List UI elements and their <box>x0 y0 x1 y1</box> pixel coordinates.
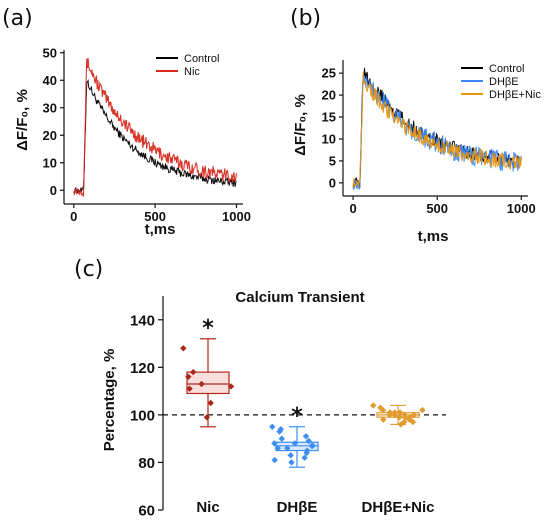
legend-label: DHβE <box>489 76 519 88</box>
data-point-dh-e <box>287 452 294 459</box>
y-tick-label: 40 <box>43 73 57 88</box>
data-point-dh-e <box>288 459 295 466</box>
data-point-dh-e <box>302 433 310 440</box>
data-point-dh-e-nic <box>391 411 399 419</box>
x-tick-label: 500 <box>426 201 448 216</box>
chart-b: 0 5 10 15 20 25 0 500 1000 t,ms ΔF/F₀, % Control… <box>292 60 541 245</box>
chart-a-ylabel: ΔF/F₀, % <box>14 89 31 151</box>
series-line-dh-e-nic <box>352 72 522 189</box>
data-point-dh-e-nic <box>380 416 387 423</box>
data-point-nic <box>186 385 193 392</box>
chart-b-plot-area <box>352 67 522 191</box>
y-tick-label: 20 <box>43 128 57 143</box>
data-point-nic <box>190 368 197 376</box>
y-tick-label: 0 <box>329 175 336 190</box>
data-point-dh-e <box>278 435 285 442</box>
y-tick-label: 0 <box>50 183 57 198</box>
x-tick-label: 1000 <box>507 201 536 216</box>
data-point-dh-e <box>303 449 310 457</box>
category-label-nic: Nic <box>196 499 219 516</box>
category-label-dh-e-nic: DHβE+Nic <box>362 499 435 516</box>
chart-b-axes: 0 5 10 15 20 25 0 500 1000 <box>322 60 536 216</box>
y-tick-label: 60 <box>138 503 155 520</box>
series-line-nic <box>73 58 238 197</box>
x-tick-label: 0 <box>70 209 77 224</box>
chart-b-ylabel: ΔF/F₀, % <box>292 94 309 156</box>
y-tick-label: 100 <box>130 407 155 424</box>
legend-label: Control <box>489 63 524 75</box>
category-label-dh-e: DHβE <box>277 499 318 516</box>
data-point-dh-e-nic <box>409 418 417 426</box>
data-point-dh-e <box>308 442 315 449</box>
series-line-control <box>73 79 237 194</box>
data-point-dh-e-nic <box>397 421 404 428</box>
chart-c-title: Calcium Transient <box>235 289 364 306</box>
panel-c-letter: (c) <box>74 257 103 282</box>
data-point-dh-e <box>269 423 276 430</box>
data-point-dh-e-nic <box>370 402 377 409</box>
data-point-dh-e <box>271 440 278 447</box>
data-point-dh-e-nic <box>419 406 426 414</box>
data-point-nic <box>227 383 235 390</box>
y-tick-label: 120 <box>130 360 155 377</box>
y-tick-label: 30 <box>43 100 57 115</box>
data-point-dh-e-nic <box>396 414 403 421</box>
data-point-nic <box>180 345 187 352</box>
significance-star-nic: * <box>202 316 214 341</box>
y-tick-label: 10 <box>43 155 57 170</box>
data-point-nic <box>207 399 214 407</box>
chart-b-xlabel: t,ms <box>418 228 449 245</box>
y-tick-label: 5 <box>329 153 336 168</box>
box-nic <box>186 371 230 395</box>
y-tick-label: 15 <box>322 110 336 125</box>
legend-label: Nic <box>184 66 200 78</box>
y-tick-label: 140 <box>130 312 155 329</box>
data-point-dh-e <box>305 437 312 445</box>
y-tick-label: 25 <box>322 66 336 81</box>
data-point-dh-e <box>276 428 283 435</box>
data-point-nic <box>203 414 211 421</box>
chart-c-axes: Nic DHβE DHβE+Nic 60 80 100 120 140 <box>130 296 435 520</box>
data-point-dh-e-nic <box>396 409 404 416</box>
legend-label: DHβE+Nic <box>489 89 541 101</box>
data-point-dh-e <box>274 445 281 452</box>
data-point-dh-e-nic <box>402 414 409 421</box>
y-tick-label: 10 <box>322 131 336 146</box>
x-tick-label: 1000 <box>222 209 251 224</box>
panel-a-letter: (a) <box>2 6 33 31</box>
panel-b-letter: (b) <box>290 6 321 31</box>
data-point-dh-e <box>301 454 308 461</box>
y-tick-label: 80 <box>138 455 155 472</box>
data-point-dh-e <box>291 440 299 447</box>
y-tick-label: 20 <box>322 88 336 103</box>
data-point-dh-e-nic <box>379 406 387 414</box>
chart-c-ylabel: Percentage, % <box>101 349 118 452</box>
chart-c-plot-area: ** <box>163 316 446 468</box>
chart-a-xlabel: t,ms <box>145 221 176 238</box>
significance-star-dh-e: * <box>291 404 303 429</box>
data-point-dh-e-nic <box>386 411 393 419</box>
data-point-nic <box>198 380 205 388</box>
legend-label: Control <box>184 53 219 65</box>
chart-a-plot-area <box>73 58 238 197</box>
x-tick-label: 0 <box>349 201 356 216</box>
data-point-dh-e <box>271 456 278 464</box>
data-point-nic <box>185 373 192 380</box>
data-point-dh-e <box>284 445 291 452</box>
y-tick-label: 50 <box>43 45 57 60</box>
chart-c: Calcium Transient ** Nic DHβE DHβE+Nic6080… <box>101 289 446 520</box>
x-tick-label: 500 <box>144 209 166 224</box>
